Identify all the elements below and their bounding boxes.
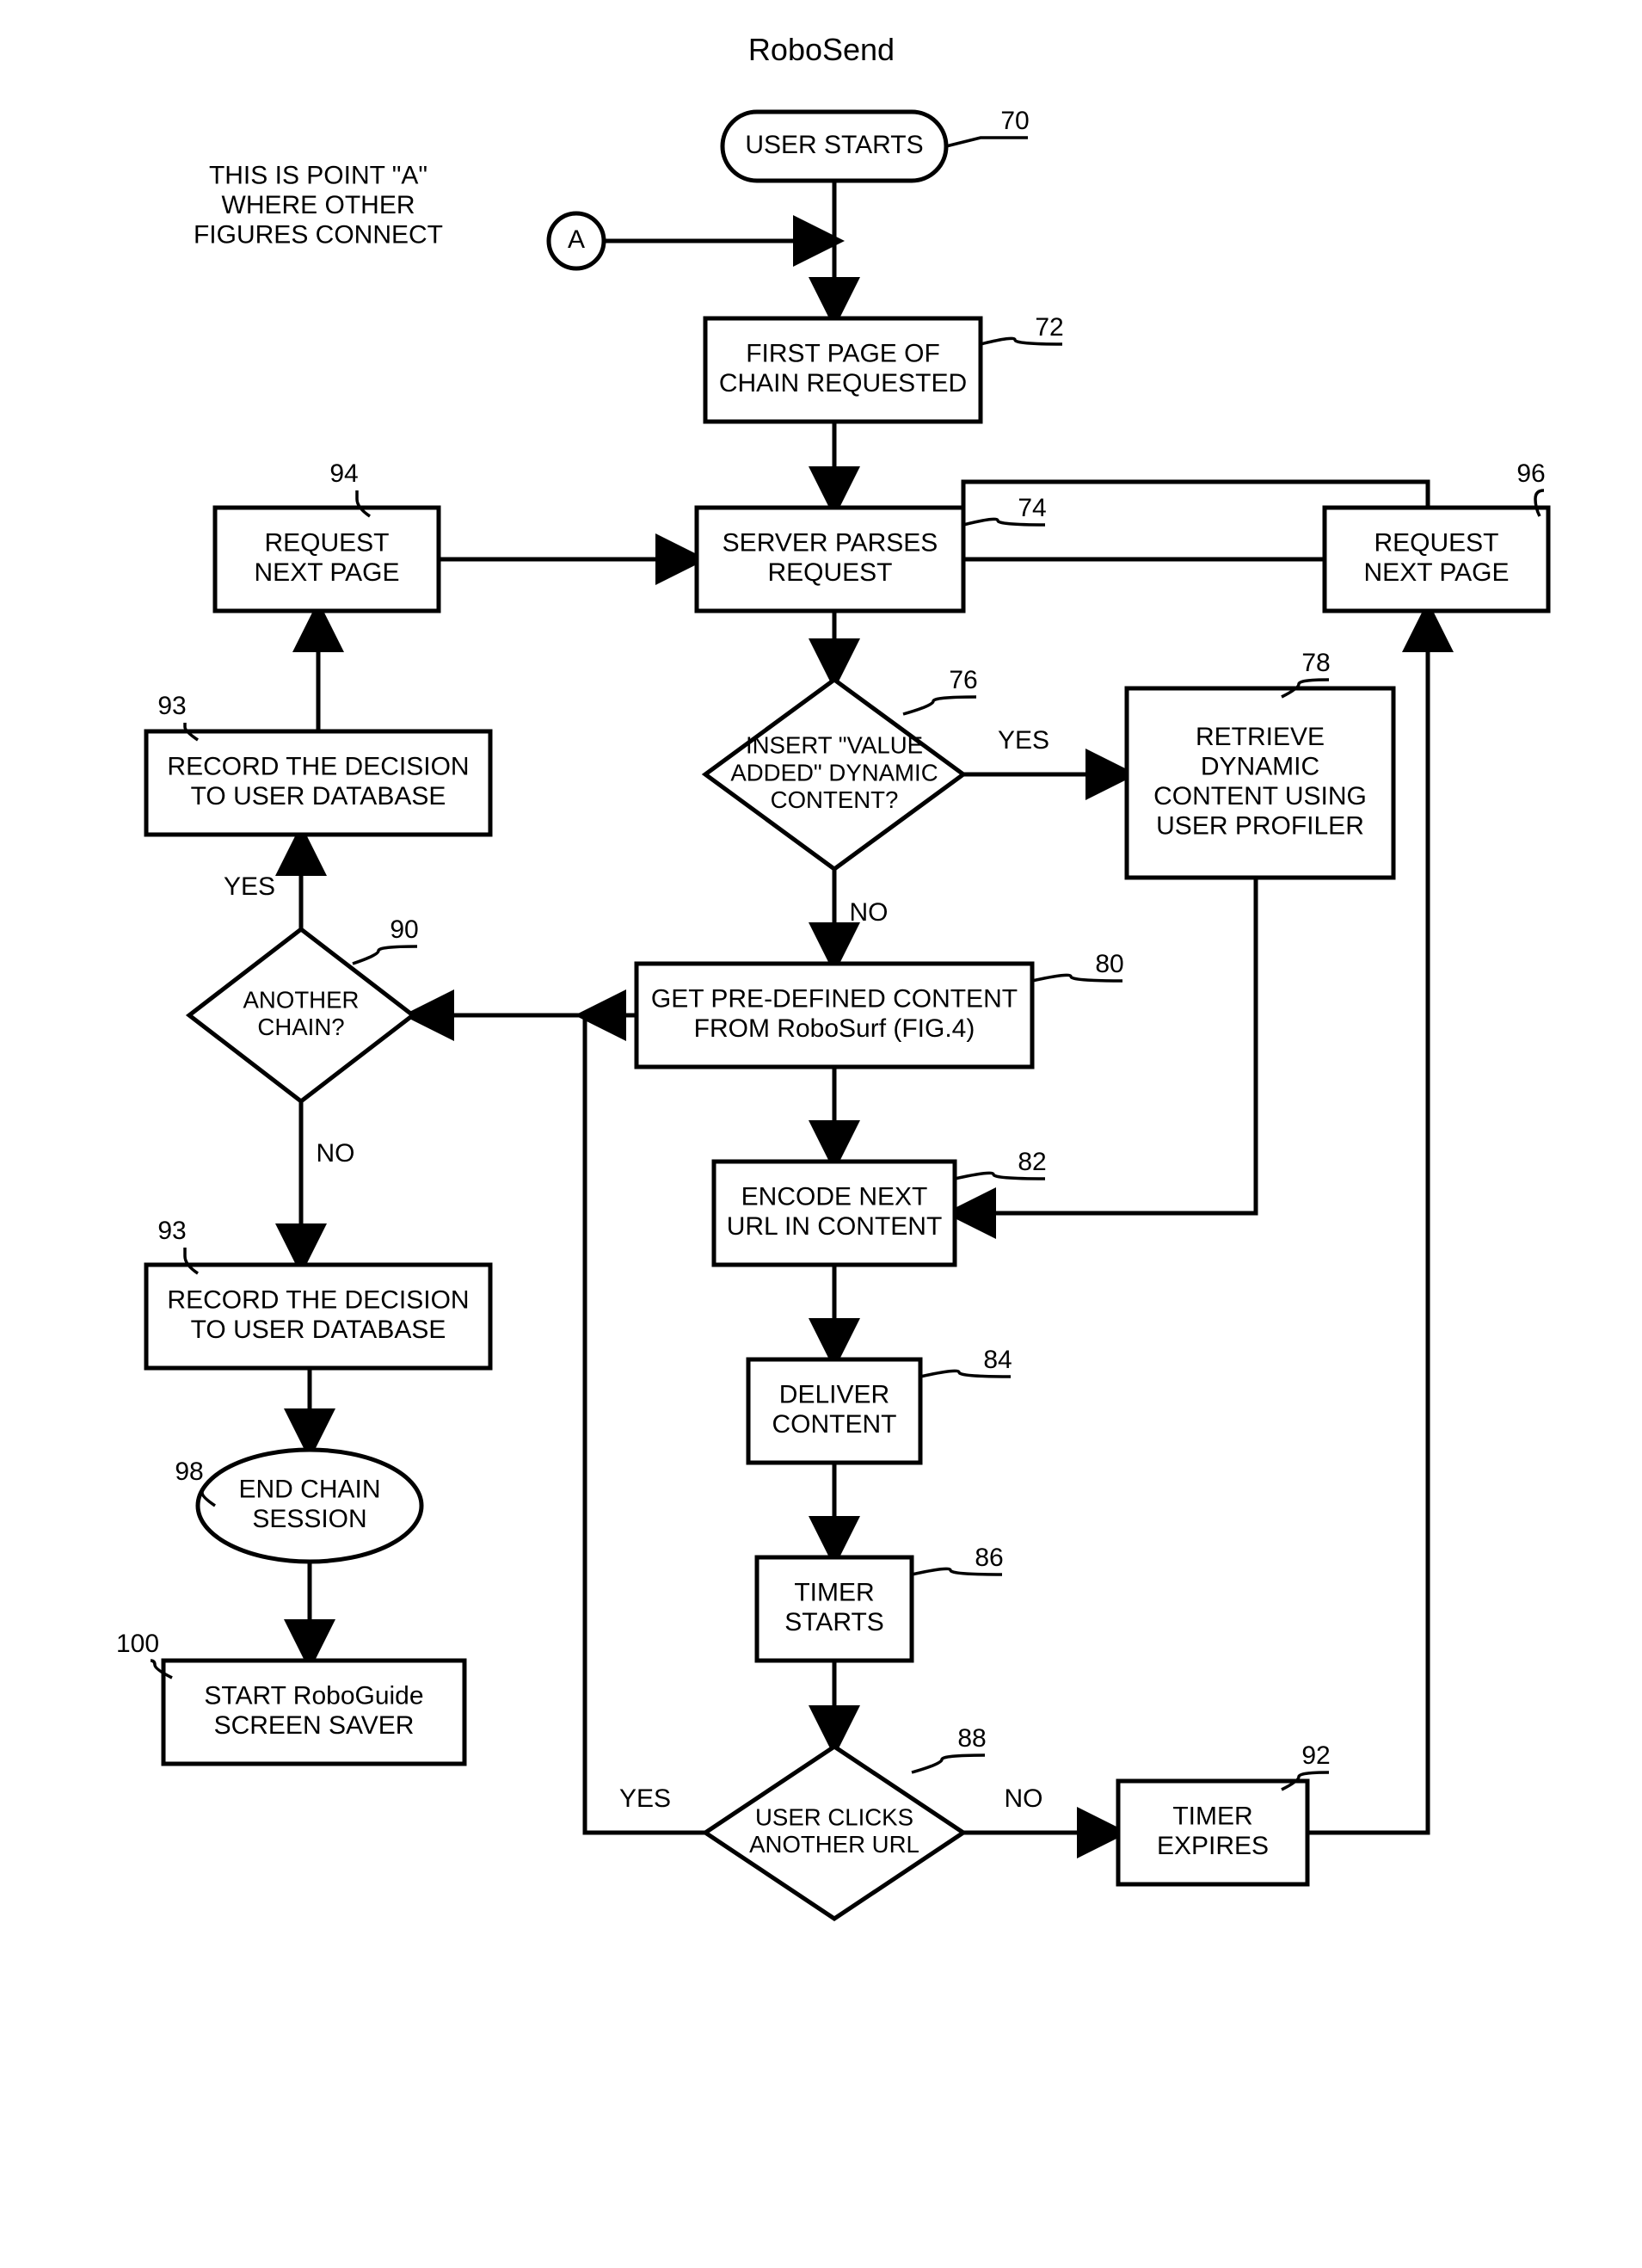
ref-label-84-7: 84 [983,1346,1012,1374]
ref-label-82-6: 82 [1018,1148,1046,1176]
svg-text:A: A [568,225,585,254]
svg-text:USER STARTS: USER STARTS [745,131,923,159]
node-93b: RECORD THE DECISIONTO USER DATABASE [146,1265,490,1368]
ref-label-90-10: 90 [390,915,418,944]
ref-label-96-15: 96 [1516,459,1545,488]
svg-text:FIRST PAGE OF: FIRST PAGE OF [746,340,940,368]
ref-label-74-2: 74 [1018,494,1046,522]
svg-text:ANOTHER: ANOTHER [243,986,360,1013]
svg-text:SCREEN SAVER: SCREEN SAVER [214,1711,415,1740]
svg-text:WHERE OTHER: WHERE OTHER [222,191,415,219]
node-70: USER STARTS [723,112,946,181]
svg-text:TO USER DATABASE: TO USER DATABASE [191,782,446,810]
ref-label-78-4: 78 [1301,649,1330,677]
svg-text:DYNAMIC: DYNAMIC [1201,753,1319,781]
ref-label-80-5: 80 [1095,950,1123,978]
svg-text:FROM RoboSurf (FIG.4): FROM RoboSurf (FIG.4) [694,1014,975,1043]
svg-text:RETRIEVE: RETRIEVE [1196,723,1325,751]
edge-label-11: NO [1005,1784,1043,1813]
svg-text:REQUEST: REQUEST [264,529,389,558]
ref-label-72-1: 72 [1035,313,1063,342]
edge-label-5: NO [850,898,889,927]
flowchart-canvas: RoboSend YES NO NO YES YES NO USER STARTS FIRS… [0,0,1642,2268]
edge-label-15: YES [619,1784,671,1813]
nodes-layer: USER STARTS FIRST PAGE OFCHAIN REQUESTED S… [146,112,1548,1919]
svg-text:ANOTHER URL: ANOTHER URL [749,1831,919,1858]
node-84: DELIVERCONTENT [748,1359,920,1463]
svg-text:THIS IS POINT "A": THIS IS POINT "A" [209,161,427,189]
node-96: REQUESTNEXT PAGE [1325,508,1548,611]
ref-label-70-0: 70 [1000,107,1029,135]
ref-label-93-12: 93 [157,692,186,720]
ref-label-92-11: 92 [1301,1741,1330,1770]
node-90: ANOTHERCHAIN? [189,929,413,1101]
svg-text:STARTS: STARTS [784,1608,884,1636]
ref-label-100-17: 100 [116,1630,159,1658]
svg-text:RECORD THE DECISION: RECORD THE DECISION [167,1286,469,1315]
svg-text:CONTENT: CONTENT [772,1410,897,1439]
edge-label-18: YES [224,872,275,901]
node-72: FIRST PAGE OFCHAIN REQUESTED [705,318,981,422]
node-93a: RECORD THE DECISIONTO USER DATABASE [146,731,490,835]
svg-text:FIGURES CONNECT: FIGURES CONNECT [194,220,443,249]
svg-text:CONTENT?: CONTENT? [771,786,899,813]
svg-text:START RoboGuide: START RoboGuide [204,1682,423,1710]
svg-text:URL IN CONTENT: URL IN CONTENT [727,1212,943,1241]
svg-text:RECORD THE DECISION: RECORD THE DECISION [167,753,469,781]
ref-label-98-16: 98 [175,1458,203,1486]
svg-text:REQUEST: REQUEST [767,558,892,587]
ref-label-93-13: 93 [157,1217,186,1245]
ref-label-86-8: 86 [975,1544,1003,1572]
svg-text:GET PRE-DEFINED CONTENT: GET PRE-DEFINED CONTENT [651,985,1018,1014]
svg-text:TIMER: TIMER [1172,1803,1252,1831]
svg-text:CHAIN?: CHAIN? [257,1014,344,1040]
svg-text:INSERT "VALUE: INSERT "VALUE [746,732,923,759]
svg-text:CONTENT USING: CONTENT USING [1153,782,1367,810]
svg-text:REQUEST: REQUEST [1374,529,1498,558]
svg-text:ADDED" DYNAMIC: ADDED" DYNAMIC [730,759,938,786]
svg-text:SESSION: SESSION [252,1505,366,1533]
svg-text:USER PROFILER: USER PROFILER [1156,812,1364,841]
diagram-title: RoboSend [748,32,895,67]
node-100: START RoboGuideSCREEN SAVER [163,1661,464,1764]
node-annA: THIS IS POINT "A"WHERE OTHERFIGURES CONN… [194,161,443,249]
svg-text:TIMER: TIMER [794,1579,874,1607]
svg-text:NEXT PAGE: NEXT PAGE [1364,558,1510,587]
svg-text:ENCODE NEXT: ENCODE NEXT [741,1183,928,1211]
ref-label-88-9: 88 [957,1724,986,1753]
node-78: RETRIEVEDYNAMICCONTENT USINGUSER PROFILE… [1127,688,1393,878]
edge-label-4: YES [998,726,1049,755]
svg-text:DELIVER: DELIVER [779,1381,889,1409]
node-92: TIMEREXPIRES [1118,1781,1307,1884]
svg-text:USER CLICKS: USER CLICKS [755,1803,913,1830]
node-82: ENCODE NEXTURL IN CONTENT [714,1162,955,1265]
ref-label-94-14: 94 [329,459,358,488]
svg-text:SERVER PARSES: SERVER PARSES [723,529,938,558]
node-80: GET PRE-DEFINED CONTENTFROM RoboSurf (FI… [637,964,1032,1067]
svg-text:NEXT PAGE: NEXT PAGE [255,558,400,587]
svg-text:END CHAIN: END CHAIN [238,1476,380,1504]
edge-15 [585,1015,705,1833]
node-A: A [549,213,604,268]
node-86: TIMERSTARTS [757,1557,912,1661]
node-98: END CHAINSESSION [198,1450,421,1562]
svg-text:EXPIRES: EXPIRES [1157,1832,1269,1860]
node-88: USER CLICKSANOTHER URL [705,1747,963,1919]
node-94: REQUESTNEXT PAGE [215,508,439,611]
ref-label-76-3: 76 [949,666,977,694]
edge-label-19: NO [317,1139,355,1168]
node-74: SERVER PARSESREQUEST [697,508,963,611]
svg-text:CHAIN REQUESTED: CHAIN REQUESTED [719,369,967,398]
svg-text:TO USER DATABASE: TO USER DATABASE [191,1316,446,1344]
